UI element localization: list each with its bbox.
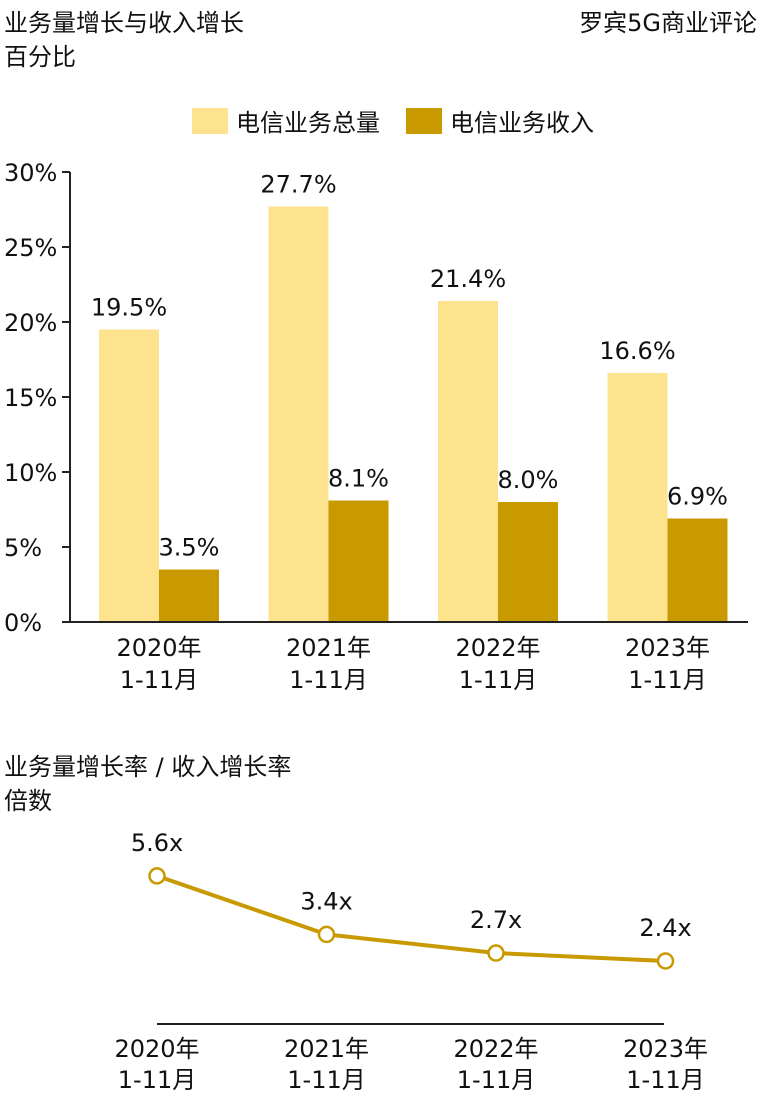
data-label: 16.6% — [599, 337, 675, 365]
y-tick-label: 10% — [4, 459, 57, 487]
x-tick-label: 1-11月 — [120, 666, 198, 694]
x-tick-label: 2023年 — [625, 634, 710, 662]
y-tick-label: 15% — [4, 384, 57, 412]
data-label: 5.6x — [131, 829, 183, 857]
bar-total — [268, 206, 329, 622]
legend: 电信业务总量 电信业务收入 — [192, 108, 594, 137]
line-chart-subtitle: 倍数 — [4, 787, 52, 815]
legend-label-revenue: 电信业务收入 — [450, 109, 594, 137]
y-tick-label: 25% — [4, 234, 57, 262]
data-label: 21.4% — [430, 265, 506, 293]
x-tick-label: 2020年 — [114, 1035, 199, 1063]
bar-revenue — [498, 502, 558, 622]
bar-revenue — [159, 569, 219, 622]
x-tick-label: 2022年 — [455, 634, 540, 662]
legend-swatch-total — [192, 108, 228, 134]
chart-subtitle: 百分比 — [4, 43, 76, 71]
line-point — [487, 944, 505, 962]
y-tick-label: 5% — [4, 534, 42, 562]
data-label: 3.4x — [300, 887, 352, 915]
x-tick-label: 2020年 — [116, 634, 201, 662]
source-label: 罗宾5G商业评论 — [579, 9, 757, 37]
line-point — [148, 867, 166, 885]
bar-total — [607, 373, 668, 622]
x-tick-label: 2021年 — [286, 634, 371, 662]
bar-revenue — [328, 500, 389, 622]
data-label: 8.0% — [498, 466, 559, 494]
data-label: 2.7x — [470, 906, 522, 934]
x-tick-label: 1-11月 — [628, 666, 706, 694]
line-point — [656, 952, 675, 970]
bar-revenue — [667, 518, 728, 622]
x-tick-label: 2021年 — [284, 1035, 369, 1063]
x-tick-label: 2023年 — [623, 1035, 708, 1063]
series-line — [156, 873, 666, 963]
bar-plot: 0% 5% 10% 15% 20% 25% 30% 19.5% 3.5% 2020年 1-11月 27… — [4, 159, 748, 694]
x-tick-label: 1-11月 — [459, 666, 537, 694]
legend-label-total: 电信业务总量 — [236, 109, 380, 137]
line-point — [317, 925, 336, 944]
data-label: 3.5% — [159, 534, 220, 562]
x-tick-label: 1-11月 — [626, 1066, 704, 1094]
data-label: 19.5% — [91, 294, 167, 322]
bar-total — [438, 301, 498, 622]
chart-title: 业务量增长与收入增长 — [4, 9, 244, 37]
data-label: 8.1% — [328, 465, 389, 493]
x-tick-label: 2022年 — [453, 1035, 538, 1063]
line-plot: 5.6x 2020年 1-11月 3.4x 2021年 1-11月 2.7x 2022年 1-1… — [114, 829, 708, 1094]
x-tick-label: 1-11月 — [287, 1066, 365, 1094]
x-tick-label: 1-11月 — [118, 1066, 196, 1094]
line-chart-title: 业务量增长率 / 收入增长率 — [4, 753, 291, 781]
legend-swatch-revenue — [406, 108, 442, 134]
data-label: 27.7% — [260, 171, 336, 199]
x-tick-label: 1-11月 — [457, 1066, 535, 1094]
data-label: 6.9% — [667, 483, 728, 511]
bar-total — [99, 329, 159, 622]
y-tick-label: 20% — [4, 309, 57, 337]
y-tick-label: 30% — [4, 159, 57, 187]
x-tick-label: 1-11月 — [289, 666, 367, 694]
y-tick-label: 0% — [4, 609, 42, 637]
data-label: 2.4x — [639, 914, 691, 942]
